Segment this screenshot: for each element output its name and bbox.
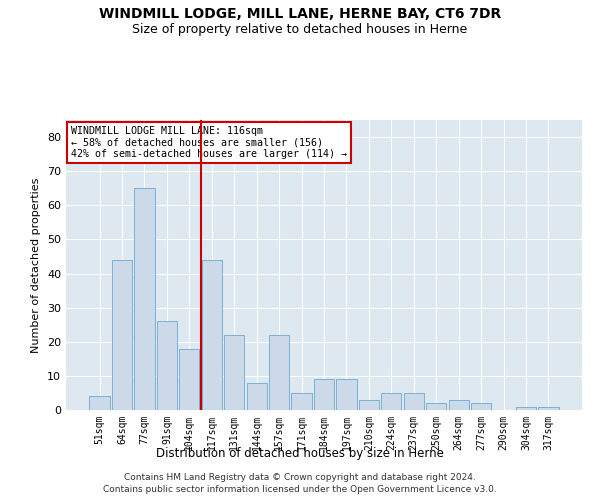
Text: WINDMILL LODGE MILL LANE: 116sqm
← 58% of detached houses are smaller (156)
42% : WINDMILL LODGE MILL LANE: 116sqm ← 58% o…: [71, 126, 347, 159]
Bar: [157, 322, 177, 410]
Bar: [89, 396, 110, 410]
Bar: [269, 335, 289, 410]
Text: Contains HM Land Registry data © Crown copyright and database right 2024.: Contains HM Land Registry data © Crown c…: [124, 472, 476, 482]
Text: Size of property relative to detached houses in Herne: Size of property relative to detached ho…: [133, 22, 467, 36]
Text: Contains public sector information licensed under the Open Government Licence v3: Contains public sector information licen…: [103, 485, 497, 494]
Y-axis label: Number of detached properties: Number of detached properties: [31, 178, 41, 352]
Bar: [224, 335, 244, 410]
Bar: [426, 403, 446, 410]
Text: WINDMILL LODGE, MILL LANE, HERNE BAY, CT6 7DR: WINDMILL LODGE, MILL LANE, HERNE BAY, CT…: [99, 8, 501, 22]
Bar: [381, 393, 401, 410]
Bar: [538, 406, 559, 410]
Bar: [314, 380, 334, 410]
Text: Distribution of detached houses by size in Herne: Distribution of detached houses by size …: [156, 448, 444, 460]
Bar: [449, 400, 469, 410]
Bar: [292, 393, 311, 410]
Bar: [516, 406, 536, 410]
Bar: [471, 403, 491, 410]
Bar: [112, 260, 132, 410]
Bar: [404, 393, 424, 410]
Bar: [359, 400, 379, 410]
Bar: [247, 382, 267, 410]
Bar: [337, 380, 356, 410]
Bar: [179, 348, 199, 410]
Bar: [202, 260, 222, 410]
Bar: [134, 188, 155, 410]
